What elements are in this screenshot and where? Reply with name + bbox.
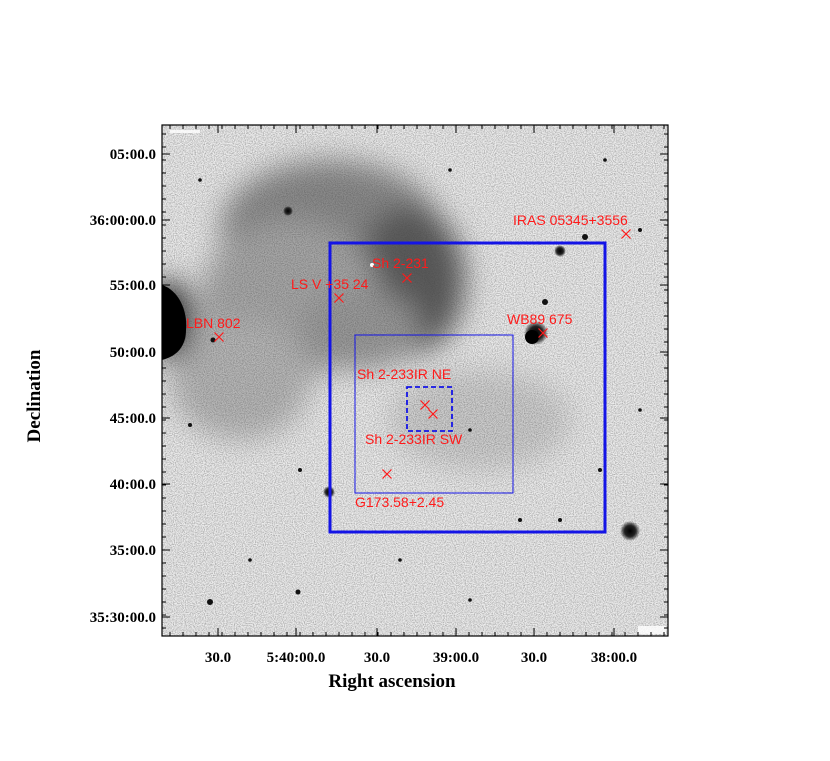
y-tick-label: 05:00.0 (110, 147, 156, 163)
x-tick-label: 38:00.0 (591, 650, 637, 666)
object-label: WB89 675 (507, 311, 573, 327)
y-tick-label: 55:00.0 (110, 278, 156, 294)
x-axis-title: Right ascension (328, 671, 456, 692)
y-tick-labels: 05:00.0 36:00:00.0 55:00.0 50:00.0 45:00.0 40… (90, 147, 156, 626)
object-marker (382, 469, 392, 479)
x-tick-labels: 30.0 5:40:00.0 30.0 39:00.0 30.0 38:00.0 (205, 650, 637, 666)
object-label: Sh 2-233IR SW (365, 431, 463, 447)
y-tick-label: 35:00.0 (110, 543, 156, 559)
object-label: G173.58+2.45 (355, 494, 444, 510)
object-label: IRAS 05345+3556 (513, 212, 628, 228)
object-label: LS V +35 24 (291, 276, 369, 292)
object-marker (428, 409, 438, 419)
object-label: LBN 802 (186, 315, 241, 331)
medium-field-box (354, 334, 514, 494)
y-tick-label: 35:30:00.0 (90, 610, 156, 626)
x-tick-label: 30.0 (205, 650, 231, 666)
x-tick-label: 39:00.0 (433, 650, 479, 666)
object-label: Sh 2-233IR NE (357, 366, 451, 382)
saturated-edge-region (162, 285, 187, 360)
axis-ticks (162, 125, 668, 636)
stars (188, 158, 642, 605)
y-tick-label: 36:00:00.0 (90, 213, 156, 229)
y-tick-label: 40:00.0 (110, 477, 156, 493)
x-tick-label: 30.0 (364, 650, 390, 666)
object-label: Sh 2-231 (372, 255, 429, 271)
y-tick-label: 45:00.0 (110, 411, 156, 427)
object-marker (621, 229, 631, 239)
y-tick-label: 50:00.0 (110, 345, 156, 361)
y-axis-title: Declination (24, 349, 45, 442)
object-marker (214, 332, 224, 342)
object-marker (402, 273, 412, 283)
x-tick-label: 5:40:00.0 (267, 650, 326, 666)
x-tick-label: 30.0 (521, 650, 547, 666)
object-marker (334, 293, 344, 303)
object-marker (538, 328, 548, 338)
large-field-box (328, 241, 607, 534)
small-field-box (406, 386, 453, 432)
object-marker (420, 400, 430, 410)
